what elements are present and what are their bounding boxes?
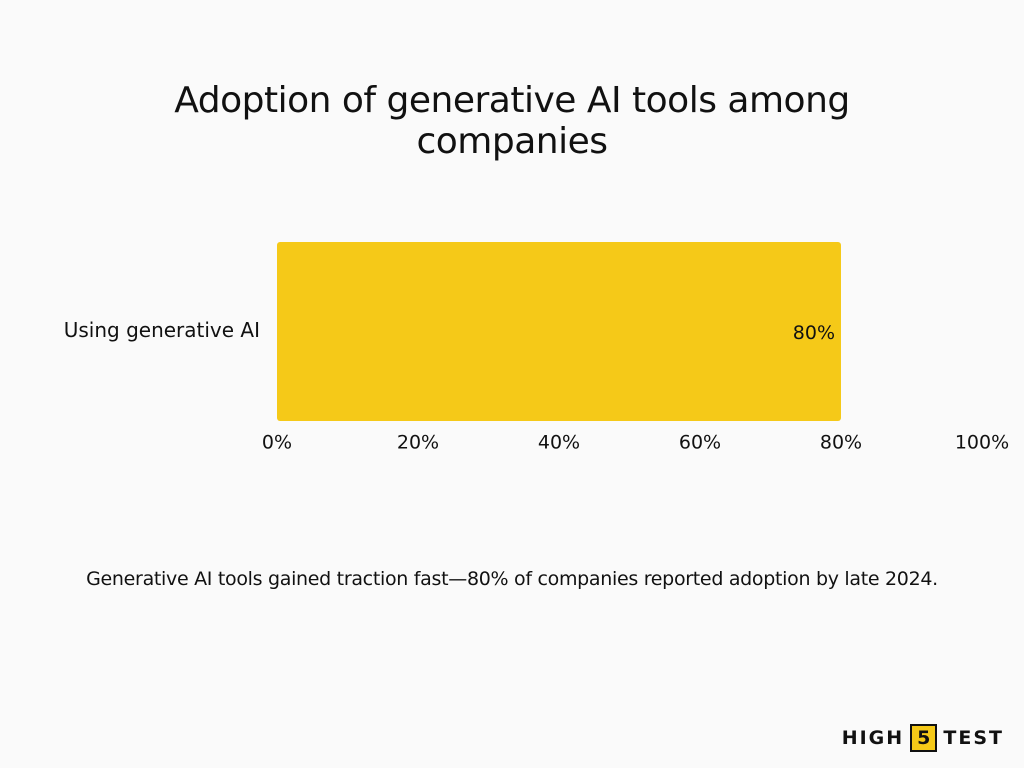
x-tick-label: 60%	[679, 432, 721, 454]
x-tick-label: 80%	[820, 432, 862, 454]
logo-badge: 5	[910, 724, 938, 752]
logo-text: TEST	[943, 727, 1004, 749]
category-label: Using generative AI	[64, 318, 260, 342]
caption: Generative AI tools gained traction fast…	[86, 568, 938, 590]
value-label: 80%	[793, 322, 835, 344]
x-tick-label: 0%	[262, 432, 292, 454]
logo-text: HIGH	[841, 727, 905, 749]
x-tick-label: 100%	[955, 432, 1009, 454]
logo: HIGH 5 TEST	[842, 724, 1004, 752]
bar	[277, 242, 841, 421]
x-tick-label: 40%	[538, 432, 580, 454]
chart-title: Adoption of generative AI tools among co…	[174, 80, 850, 162]
x-tick-label: 20%	[397, 432, 439, 454]
